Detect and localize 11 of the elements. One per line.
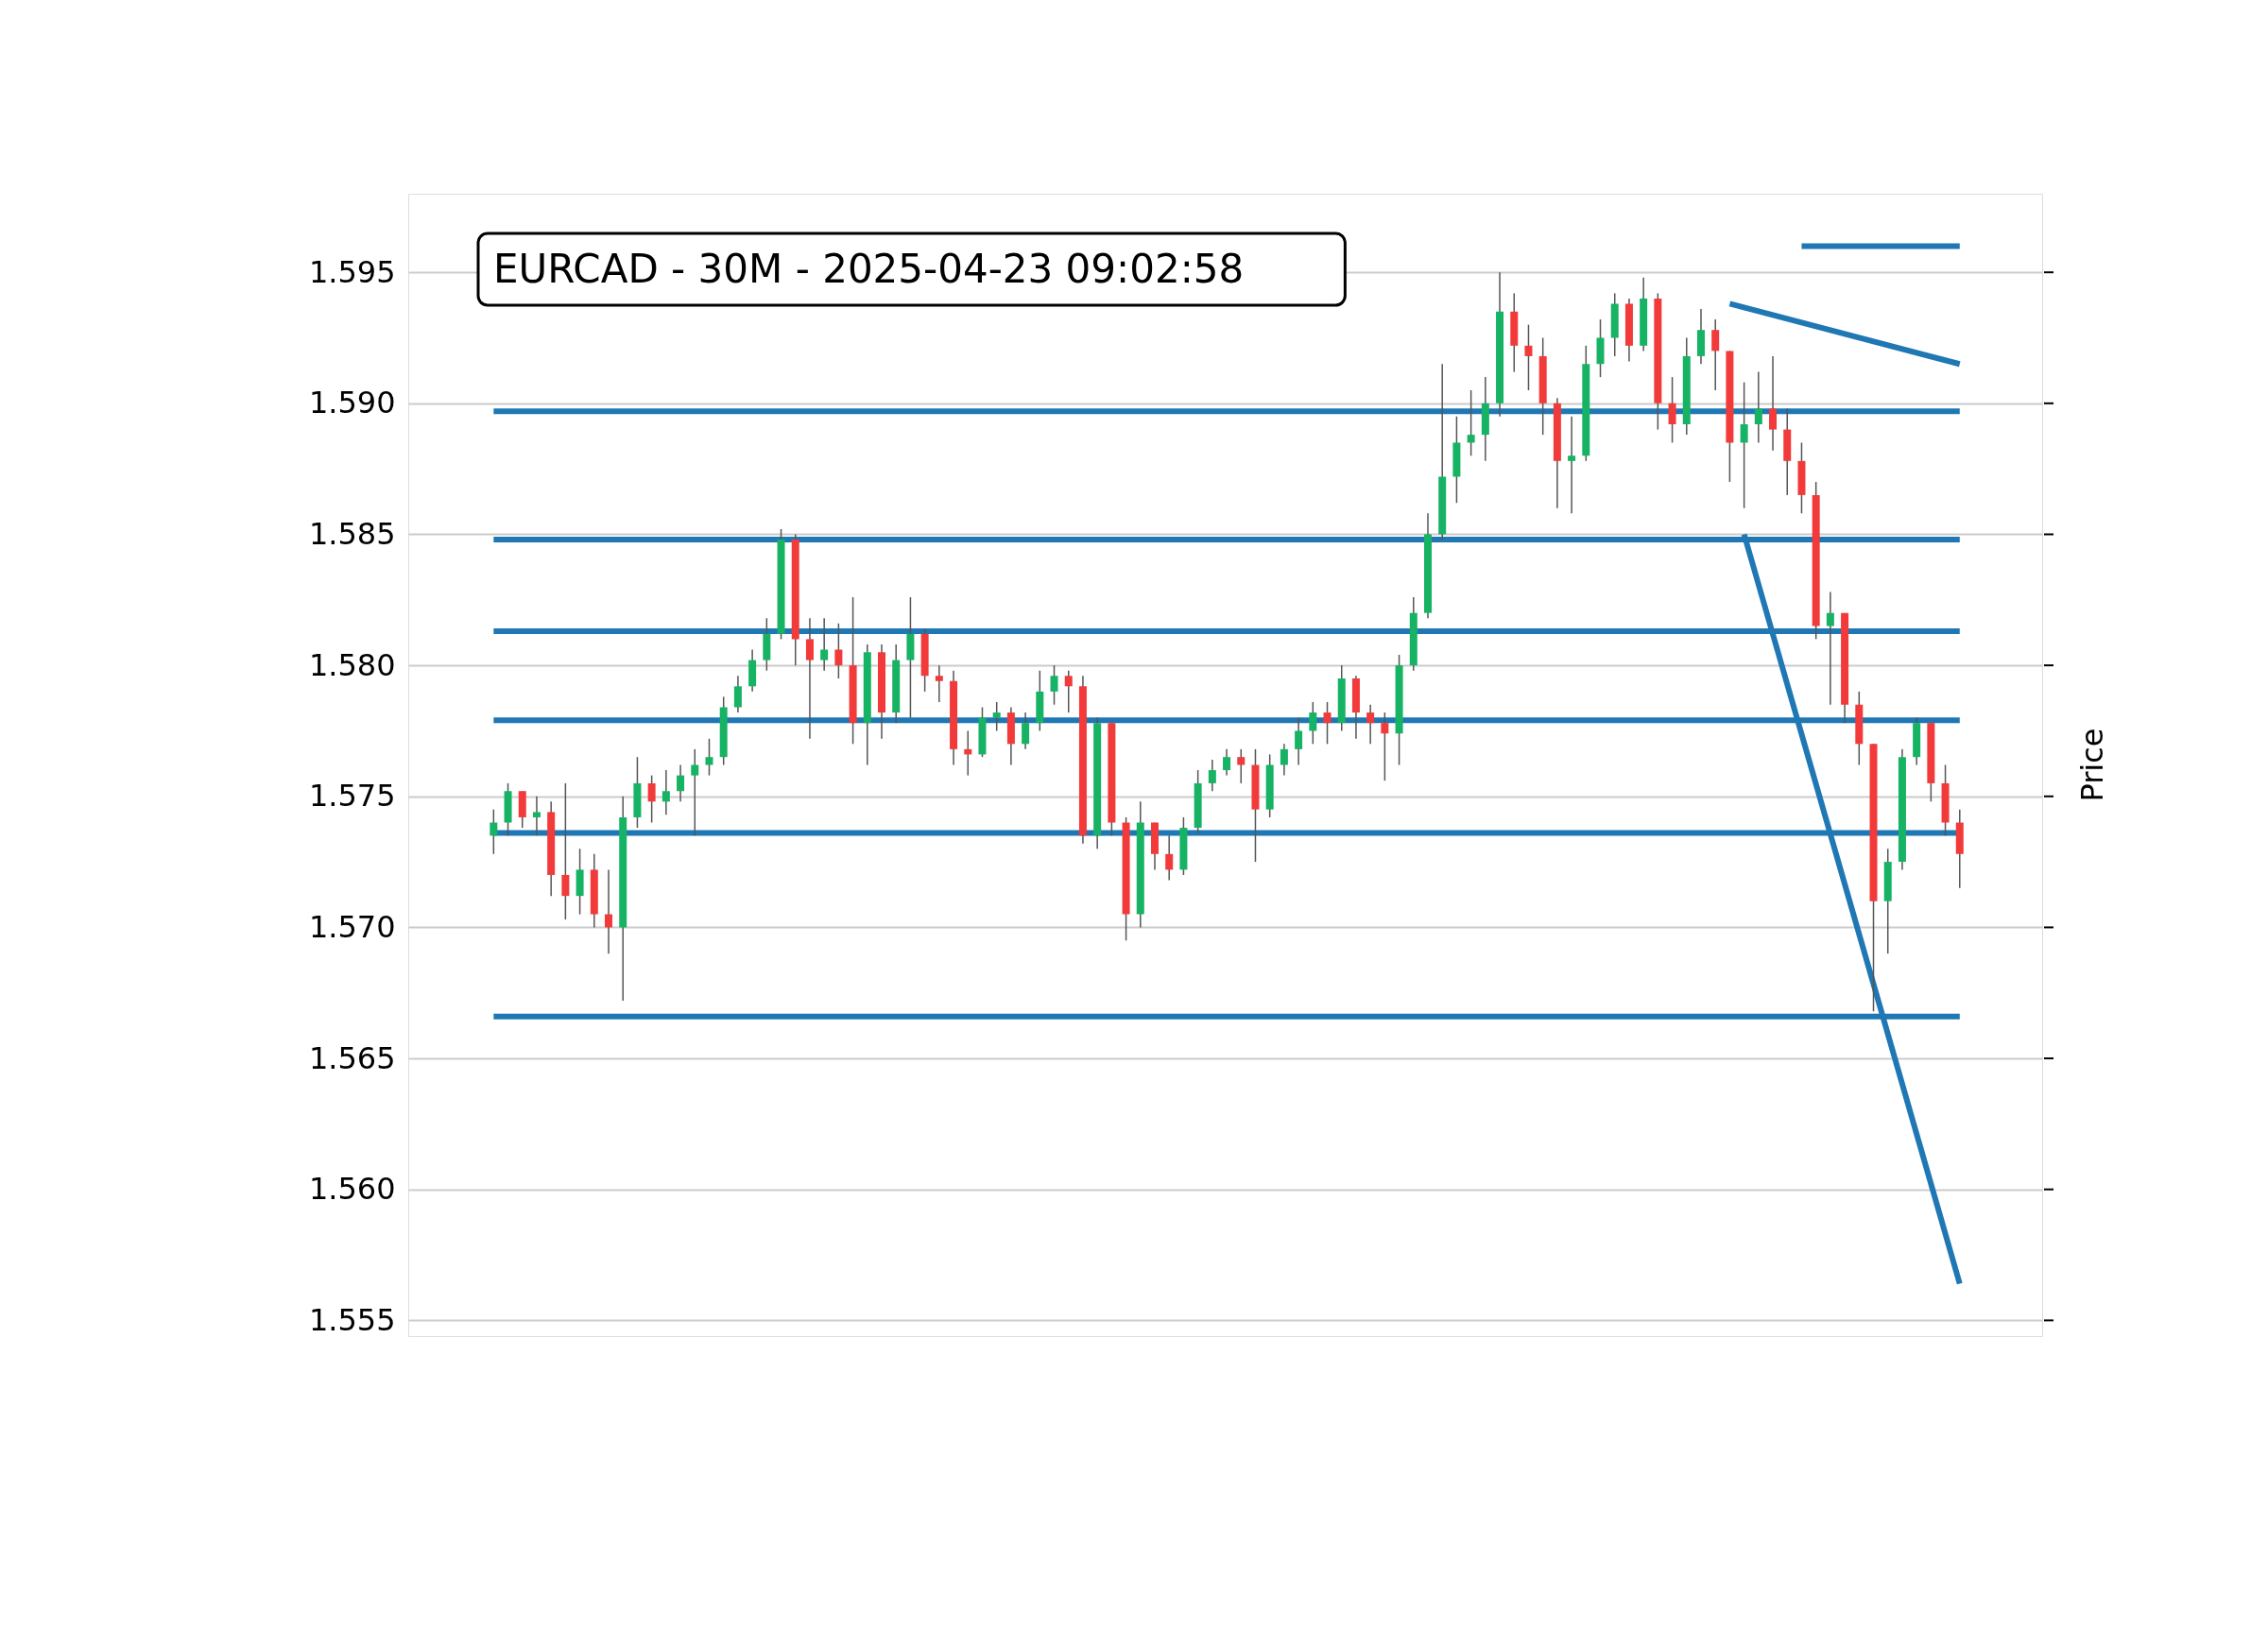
y-tick-label: 1.555 [308, 1301, 396, 1338]
y-tick-label: 1.575 [308, 778, 396, 815]
y-tick-label: 1.580 [308, 646, 396, 683]
y-tick-label: 1.565 [308, 1039, 396, 1076]
y-tick-label: 1.595 [308, 253, 396, 290]
y-axis-title: Price [2074, 728, 2110, 802]
text: EURCAD - 30M - 2025-04-23 09:02:58 [493, 246, 1245, 292]
y-tick-label: 1.570 [308, 908, 396, 945]
y-tick-label: 1.560 [308, 1171, 396, 1208]
y-tick-label: 1.590 [308, 385, 396, 421]
y-tick-label: 1.585 [308, 515, 396, 552]
